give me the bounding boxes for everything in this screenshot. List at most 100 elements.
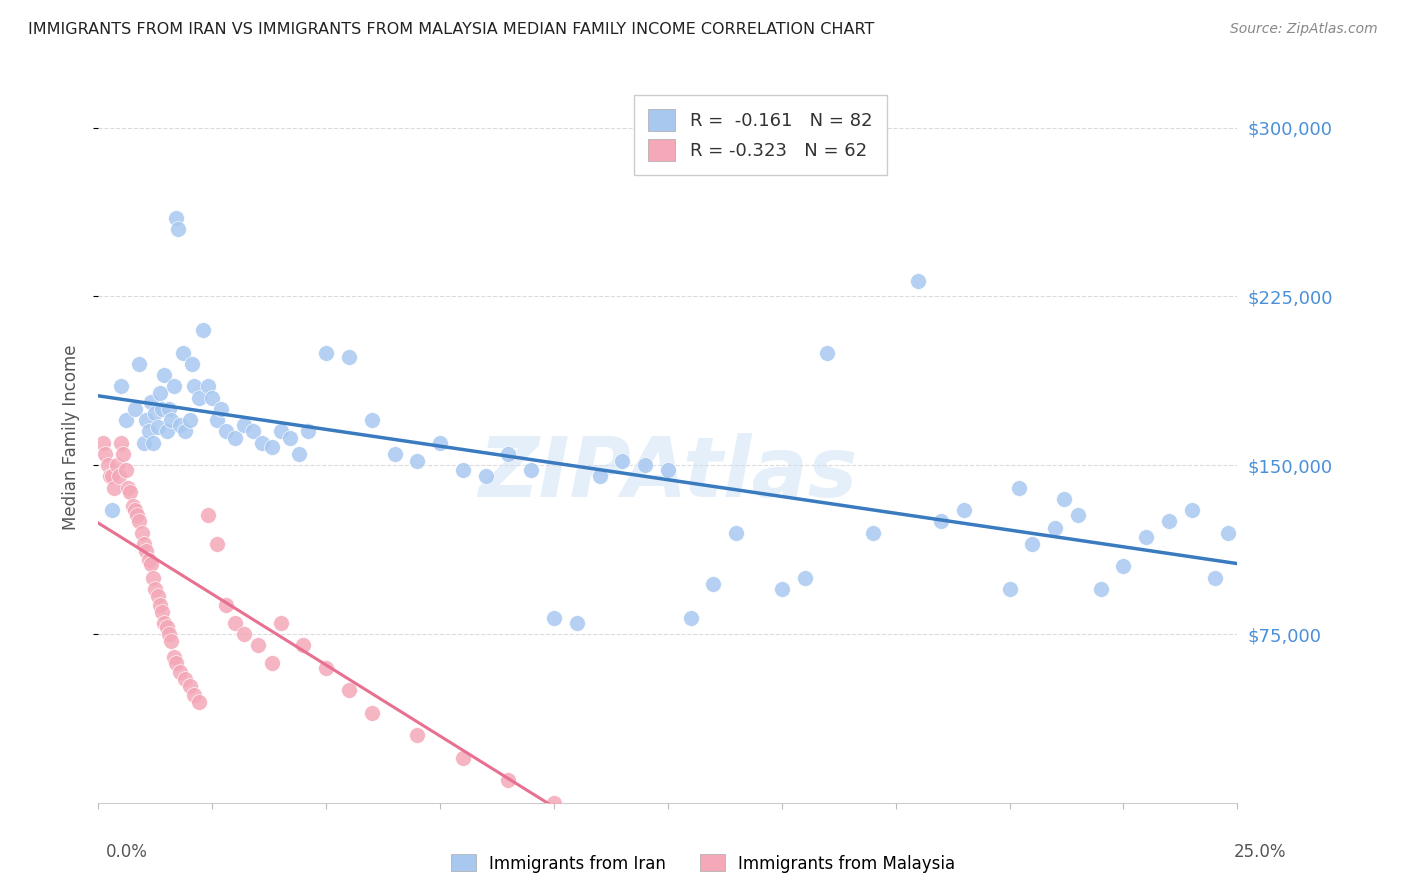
Point xyxy=(146,420,169,434)
Point xyxy=(1053,491,1076,506)
Point xyxy=(725,886,748,892)
Point xyxy=(103,481,125,495)
Point xyxy=(183,379,205,393)
Point xyxy=(278,431,301,445)
Point xyxy=(292,638,315,652)
Point xyxy=(142,571,165,585)
Point xyxy=(337,683,360,698)
Point xyxy=(150,605,173,619)
Point xyxy=(209,401,232,416)
Point xyxy=(1090,582,1112,596)
Text: ZIPAtlas: ZIPAtlas xyxy=(478,434,858,514)
Point xyxy=(108,469,131,483)
Point xyxy=(429,435,451,450)
Point xyxy=(162,379,184,393)
Point xyxy=(131,525,153,540)
Point xyxy=(252,435,274,450)
Y-axis label: Median Family Income: Median Family Income xyxy=(62,344,80,530)
Point xyxy=(165,657,187,671)
Point xyxy=(1135,530,1157,544)
Point xyxy=(114,463,136,477)
Point xyxy=(702,577,724,591)
Point xyxy=(360,413,382,427)
Point xyxy=(124,401,146,416)
Point xyxy=(94,447,117,461)
Point xyxy=(139,558,162,572)
Point xyxy=(98,469,121,483)
Point xyxy=(337,350,360,364)
Point xyxy=(657,852,679,866)
Point xyxy=(165,211,187,225)
Point xyxy=(146,589,169,603)
Point xyxy=(153,368,176,383)
Point xyxy=(315,345,337,359)
Point xyxy=(242,425,264,439)
Point xyxy=(201,391,224,405)
Point xyxy=(270,425,292,439)
Point xyxy=(197,379,219,393)
Point xyxy=(233,627,256,641)
Point xyxy=(135,413,157,427)
Point xyxy=(246,638,269,652)
Point xyxy=(260,440,283,454)
Point xyxy=(270,615,292,630)
Point xyxy=(1218,525,1240,540)
Point xyxy=(110,379,132,393)
Point xyxy=(679,863,702,878)
Point xyxy=(96,458,118,473)
Point xyxy=(101,503,124,517)
Point xyxy=(451,463,474,477)
Point xyxy=(187,391,209,405)
Point xyxy=(315,661,337,675)
Point xyxy=(498,447,520,461)
Point xyxy=(702,874,724,888)
Point xyxy=(953,503,976,517)
Point xyxy=(179,413,201,427)
Point xyxy=(149,386,172,401)
Point xyxy=(406,728,429,742)
Point xyxy=(929,515,952,529)
Point xyxy=(224,431,246,445)
Legend: Immigrants from Iran, Immigrants from Malaysia: Immigrants from Iran, Immigrants from Ma… xyxy=(444,847,962,880)
Point xyxy=(815,345,838,359)
Point xyxy=(128,357,150,371)
Point xyxy=(998,582,1021,596)
Point xyxy=(179,679,201,693)
Point xyxy=(193,323,215,337)
Point xyxy=(91,435,114,450)
Point xyxy=(612,830,634,844)
Point xyxy=(138,425,160,439)
Point xyxy=(205,537,228,551)
Point xyxy=(135,543,157,558)
Point xyxy=(197,508,219,522)
Point xyxy=(187,694,209,708)
Point xyxy=(132,435,155,450)
Point xyxy=(117,481,139,495)
Point xyxy=(770,582,793,596)
Point xyxy=(167,222,190,236)
Point xyxy=(498,773,520,788)
Point xyxy=(157,627,180,641)
Point xyxy=(169,665,191,680)
Point xyxy=(588,469,610,483)
Point xyxy=(588,818,610,832)
Point xyxy=(183,688,205,702)
Point xyxy=(862,525,884,540)
Text: IMMIGRANTS FROM IRAN VS IMMIGRANTS FROM MALAYSIA MEDIAN FAMILY INCOME CORRELATIO: IMMIGRANTS FROM IRAN VS IMMIGRANTS FROM … xyxy=(28,22,875,37)
Point xyxy=(215,425,238,439)
Point xyxy=(543,796,565,810)
Point xyxy=(174,425,197,439)
Point xyxy=(114,413,136,427)
Point xyxy=(260,657,283,671)
Legend: R =  -0.161   N = 82, R = -0.323   N = 62: R = -0.161 N = 82, R = -0.323 N = 62 xyxy=(634,95,887,175)
Point xyxy=(205,413,228,427)
Point xyxy=(634,458,657,473)
Text: 0.0%: 0.0% xyxy=(105,843,148,861)
Point xyxy=(288,447,311,461)
Point xyxy=(793,571,815,585)
Point xyxy=(105,458,128,473)
Text: 25.0%: 25.0% xyxy=(1234,843,1286,861)
Point xyxy=(112,447,135,461)
Point xyxy=(233,417,256,432)
Point xyxy=(169,417,191,432)
